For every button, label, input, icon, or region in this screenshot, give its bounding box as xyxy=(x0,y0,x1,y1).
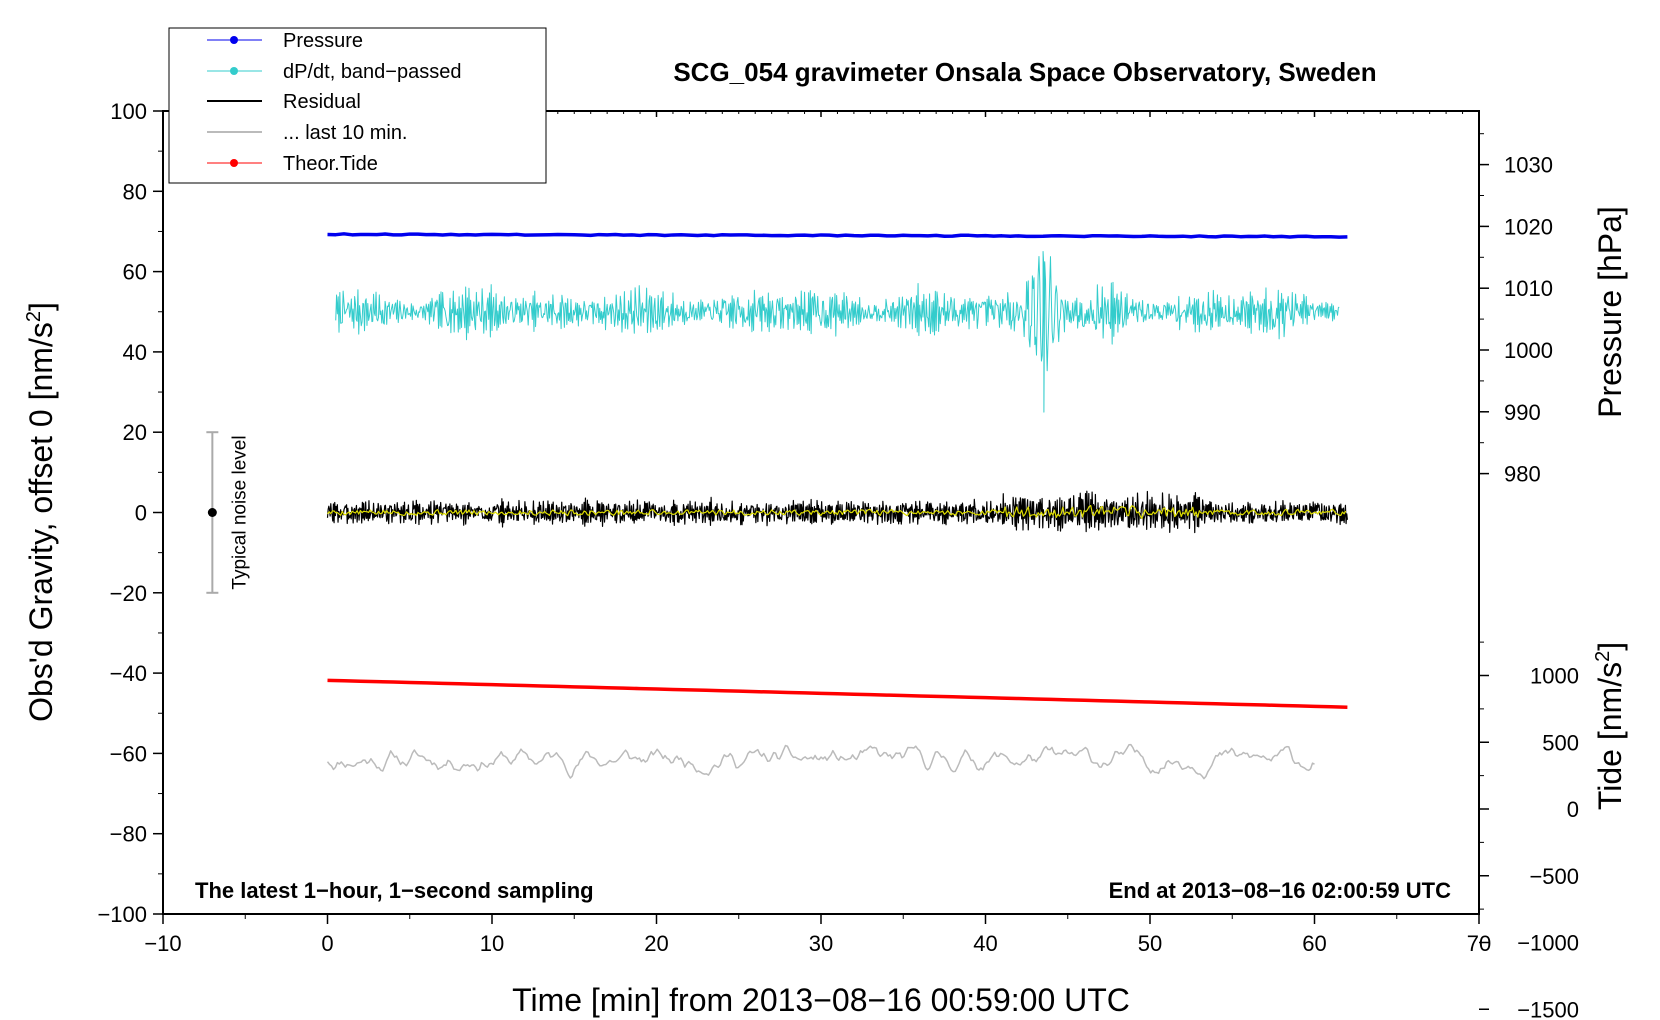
x-tick-label: 70 xyxy=(1467,931,1491,956)
tide-tick-label: −500 xyxy=(1529,864,1579,889)
pressure-tick-label: 1020 xyxy=(1504,214,1553,239)
legend-item-tide: Theor.Tide xyxy=(207,153,378,175)
legend: Pressure dP/dt, band−passed Residual ...… xyxy=(168,27,547,184)
annotation-sampling: The latest 1−hour, 1−second sampling xyxy=(195,878,594,903)
y-tick-label: 40 xyxy=(123,340,147,365)
x-tick-label: 50 xyxy=(1138,931,1162,956)
y-tick-label: 0 xyxy=(135,501,147,526)
y-axis-title-main: Obs'd Gravity, offset 0 [nm/s xyxy=(23,322,59,722)
legend-box xyxy=(168,27,547,184)
x-tick-label: 60 xyxy=(1302,931,1326,956)
series-layer xyxy=(326,232,1348,780)
x-tick-label: 20 xyxy=(644,931,668,956)
y-tick-label: −80 xyxy=(110,822,147,847)
noise-level-indicator: Typical noise level xyxy=(206,431,250,594)
ticks-layer: −10 0 10 20 30 40 50 60 70−100−80−60−40−20020406… xyxy=(97,99,1579,1020)
tide-axis-title: Tide [nm/s2] xyxy=(1592,642,1628,810)
x-axis-title: Time [min] from 2013−08−16 00:59:00 UTC xyxy=(512,982,1130,1018)
legend-marker-pressure xyxy=(230,36,238,44)
series-pressure xyxy=(327,232,1348,239)
legend-label-pressure: Pressure xyxy=(283,30,363,52)
tide-axis-title-main: Tide [nm/s xyxy=(1592,662,1628,810)
y-axis-title-end: ] xyxy=(23,302,59,311)
tide-tick-label: −1500 xyxy=(1517,997,1579,1020)
legend-item-pressure: Pressure xyxy=(207,30,363,52)
noise-center-dot xyxy=(207,508,217,517)
y-axis-title: Obs'd Gravity, offset 0 [nm/s2] xyxy=(23,302,59,722)
y-tick-label: −40 xyxy=(110,661,147,686)
series-last-10-min xyxy=(326,743,1315,780)
noise-label: Typical noise level xyxy=(229,435,250,589)
legend-item-last10: ... last 10 min. xyxy=(207,122,408,144)
legend-marker-dpdt xyxy=(230,67,238,75)
y-tick-label: 80 xyxy=(123,179,147,204)
pressure-tick-label: 990 xyxy=(1504,400,1541,425)
chart-title: SCG_054 gravimeter Onsala Space Observat… xyxy=(673,57,1376,87)
pressure-tick-label: 1010 xyxy=(1504,276,1553,301)
y-tick-label: −20 xyxy=(110,581,147,606)
y-axis-title-sup: 2 xyxy=(23,311,45,322)
legend-marker-tide xyxy=(230,159,238,167)
legend-label-tide: Theor.Tide xyxy=(283,153,378,175)
legend-item-residual: Residual xyxy=(207,91,361,113)
x-tick-label: 0 xyxy=(321,931,333,956)
y-tick-label: 100 xyxy=(110,99,147,124)
pressure-tick-label: 980 xyxy=(1504,462,1541,487)
series-dpdt-band-passed xyxy=(335,251,1340,413)
legend-label-dpdt: dP/dt, band−passed xyxy=(283,61,461,83)
tide-axis-title-sup: 2 xyxy=(1592,651,1614,662)
x-tick-label: 40 xyxy=(973,931,997,956)
x-tick-label: 10 xyxy=(480,931,504,956)
series-residual xyxy=(326,490,1348,534)
pressure-tick-label: 1030 xyxy=(1504,153,1553,178)
x-tick-label: −10 xyxy=(144,931,181,956)
y-tick-label: −60 xyxy=(110,741,147,766)
tide-tick-label: 500 xyxy=(1542,730,1579,755)
legend-label-residual: Residual xyxy=(283,91,361,113)
y-tick-label: 20 xyxy=(123,420,147,445)
annotation-end-time: End at 2013−08−16 02:00:59 UTC xyxy=(1109,878,1452,903)
tide-axis-title-end: ] xyxy=(1592,642,1628,651)
pressure-tick-label: 1000 xyxy=(1504,338,1553,363)
tide-tick-label: −1000 xyxy=(1517,931,1579,956)
x-tick-label: 30 xyxy=(809,931,833,956)
legend-item-dpdt: dP/dt, band−passed xyxy=(207,61,461,83)
y-tick-label: −100 xyxy=(97,902,147,927)
series-theor-tide xyxy=(327,678,1348,709)
legend-label-last10: ... last 10 min. xyxy=(283,122,408,144)
tide-tick-label: 1000 xyxy=(1530,664,1579,689)
series-residual-smoothed xyxy=(327,504,1347,520)
y-tick-label: 60 xyxy=(123,260,147,285)
tide-tick-label: 0 xyxy=(1567,797,1579,822)
pressure-axis-title: Pressure [hPa] xyxy=(1592,206,1628,418)
